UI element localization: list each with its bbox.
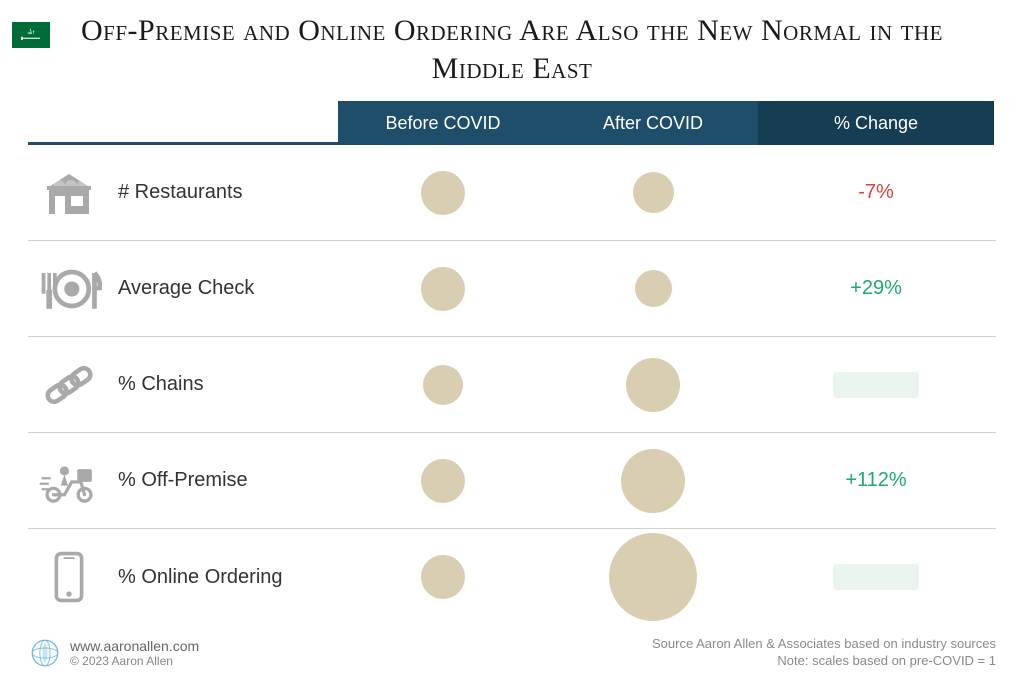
row-label: Average Check	[118, 277, 254, 300]
footer-source: Source Aaron Allen & Associates based on…	[652, 636, 996, 653]
col-header-before: Before COVID	[338, 101, 548, 145]
row-label: % Chains	[118, 373, 204, 396]
after-bubble	[635, 270, 672, 307]
row-label: % Online Ordering	[118, 566, 283, 589]
globe-logo-icon	[28, 636, 62, 670]
before-bubble	[421, 171, 465, 215]
header-spacer	[28, 101, 338, 145]
before-cell	[338, 145, 548, 240]
row-label-cell: Average Check	[28, 241, 338, 336]
row-label: % Off-Premise	[118, 469, 248, 492]
row-label: # Restaurants	[118, 181, 243, 204]
change-cell: -7%	[758, 145, 994, 240]
before-bubble	[421, 555, 465, 599]
change-cell	[758, 529, 994, 625]
after-cell	[548, 241, 758, 336]
row-label-cell: % Chains	[28, 337, 338, 432]
change-value: -7%	[858, 181, 894, 204]
footer-url: www.aaronallen.com	[70, 638, 199, 654]
change-cell: +112%	[758, 433, 994, 528]
footer-copyright: © 2023 Aaron Allen	[70, 654, 199, 668]
row-label-cell: % Online Ordering	[28, 529, 338, 625]
footer-note: Note: scales based on pre-COVID = 1	[652, 653, 996, 670]
footer-left: www.aaronallen.com © 2023 Aaron Allen	[28, 636, 199, 670]
col-header-after: After COVID	[548, 101, 758, 145]
footer-right: Source Aaron Allen & Associates based on…	[652, 636, 996, 670]
table-row: % Off-Premise +112%	[28, 433, 996, 529]
restaurant-icon	[34, 163, 104, 223]
check-icon	[34, 259, 104, 319]
table-row: # Restaurants -7%	[28, 145, 996, 241]
row-label-cell: # Restaurants	[28, 145, 338, 240]
page-title: Off-Premise and Online Ordering Are Also…	[0, 0, 1024, 93]
table-row: % Chains	[28, 337, 996, 433]
before-cell	[338, 529, 548, 625]
footer: www.aaronallen.com © 2023 Aaron Allen So…	[0, 636, 1024, 670]
before-bubble	[421, 267, 465, 311]
table-header-row: Before COVID After COVID % Change	[28, 101, 996, 145]
chains-icon	[34, 355, 104, 415]
flag-emblem-icon: ٱللَّٰه	[17, 26, 45, 44]
flag-saudi-arabia: ٱللَّٰه	[12, 22, 50, 48]
change-value: +29%	[850, 277, 902, 300]
change-value: +112%	[845, 469, 906, 492]
row-label-cell: % Off-Premise	[28, 433, 338, 528]
before-bubble	[423, 365, 463, 405]
change-hidden	[833, 564, 919, 590]
before-bubble	[421, 459, 465, 503]
table-row: % Online Ordering	[28, 529, 996, 625]
before-cell	[338, 337, 548, 432]
after-cell	[548, 529, 758, 625]
after-bubble	[609, 533, 697, 621]
before-cell	[338, 433, 548, 528]
after-bubble	[633, 172, 674, 213]
delivery-icon	[34, 451, 104, 511]
change-hidden	[833, 372, 919, 398]
table-row: Average Check +29%	[28, 241, 996, 337]
phone-icon	[34, 547, 104, 607]
change-cell	[758, 337, 994, 432]
after-cell	[548, 337, 758, 432]
before-cell	[338, 241, 548, 336]
col-header-change: % Change	[758, 101, 994, 145]
after-cell	[548, 433, 758, 528]
after-cell	[548, 145, 758, 240]
comparison-table: Before COVID After COVID % Change # Rest…	[28, 101, 996, 625]
after-bubble	[626, 358, 680, 412]
after-bubble	[621, 449, 685, 513]
svg-text:ٱللَّٰه: ٱللَّٰه	[27, 28, 35, 35]
change-cell: +29%	[758, 241, 994, 336]
